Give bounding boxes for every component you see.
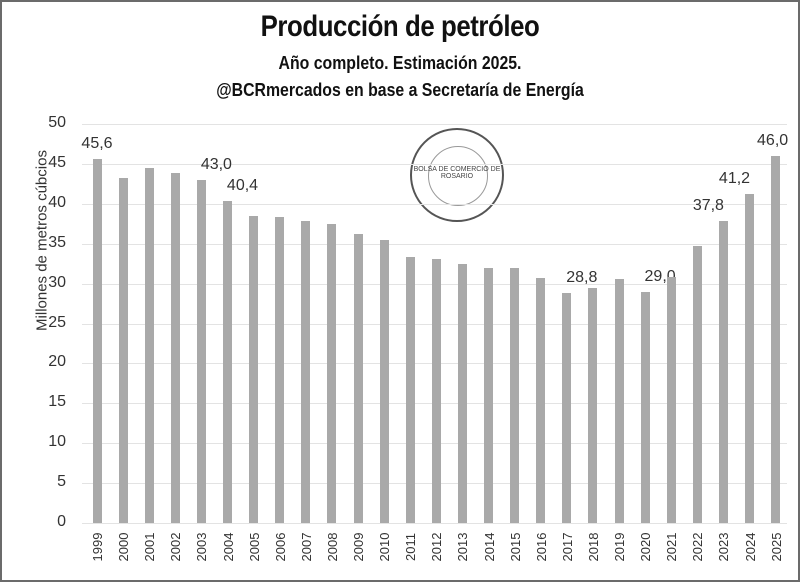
y-tick-label: 45 <box>48 153 66 171</box>
x-tick-label: 2000 <box>116 532 132 562</box>
bar-2002 <box>170 172 180 523</box>
x-tick-label: 1999 <box>90 532 105 562</box>
x-tick-label: 2024 <box>742 532 758 562</box>
bar-2001 <box>144 167 154 523</box>
bar-2000 <box>118 178 128 523</box>
x-tick-label: 2015 <box>507 532 523 562</box>
bar-2014 <box>484 267 493 523</box>
chart-title: Producción de petróleo <box>260 10 540 43</box>
x-tick-label: 2004 <box>220 532 236 562</box>
x-tick-label: 2023 <box>716 532 732 562</box>
bar-2006 <box>275 217 285 523</box>
bcr-seal-logo-icon: BOLSA DE COMERCIO DE ROSARIO <box>410 128 504 222</box>
bar-2017 <box>562 293 572 523</box>
data-label-2004: 40,4 <box>226 176 259 194</box>
x-tick-label: 2005 <box>246 532 262 562</box>
data-label-2003: 43,0 <box>200 155 232 173</box>
x-tick-label: 2008 <box>324 532 340 562</box>
bar-2010 <box>379 239 389 523</box>
gridline <box>82 163 787 165</box>
bar-2020 <box>640 291 650 523</box>
bar-2007 <box>301 220 311 523</box>
y-tick-label: 10 <box>48 433 66 451</box>
x-tick-label: 2018 <box>585 532 601 562</box>
gridline <box>82 203 787 205</box>
x-tick-label: 2010 <box>377 532 393 562</box>
bar-1999 <box>92 159 102 523</box>
bar-2022 <box>692 246 702 523</box>
bar-2023 <box>718 221 728 523</box>
bar-2018 <box>588 288 598 523</box>
x-tick-label: 2013 <box>455 532 471 562</box>
x-tick-label: 2007 <box>298 532 314 562</box>
bar-2016 <box>536 278 546 523</box>
data-label-1999: 45,6 <box>81 135 113 153</box>
gridline <box>82 523 787 524</box>
y-tick-label: 5 <box>57 473 66 491</box>
seal-inner-ring <box>428 146 488 206</box>
x-tick-label: 2002 <box>168 532 184 562</box>
bar-2005 <box>249 215 259 523</box>
bar-2025 <box>771 155 781 523</box>
data-label-2024: 41,2 <box>718 170 751 188</box>
seal-text: BOLSA DE COMERCIO DE ROSARIO <box>413 166 501 180</box>
bar-2003 <box>196 179 206 523</box>
x-tick-label: 2001 <box>142 532 158 562</box>
y-tick-label: 40 <box>48 193 66 211</box>
data-label-2023: 37,8 <box>692 197 724 215</box>
bar-2008 <box>327 223 337 523</box>
gridline <box>82 243 787 245</box>
y-tick-label: 0 <box>57 513 66 530</box>
data-label-2017: 28,8 <box>566 269 598 287</box>
x-tick-label: 2017 <box>559 532 575 562</box>
gridline <box>82 124 787 125</box>
bar-2011 <box>405 257 415 523</box>
x-tick-label: 2006 <box>272 532 288 562</box>
y-tick-label: 15 <box>48 393 66 411</box>
data-label-2020: 29,0 <box>644 267 676 285</box>
bar-2019 <box>614 278 624 523</box>
bar-2021 <box>666 277 676 523</box>
y-tick-label: 25 <box>48 313 66 331</box>
x-tick-label: 2009 <box>351 532 366 562</box>
y-tick-label: 30 <box>48 273 66 291</box>
chart-subtitle: Año completo. Estimación 2025. <box>278 53 522 73</box>
x-tick-label: 2011 <box>403 533 419 561</box>
bar-2012 <box>431 258 441 523</box>
bar-2015 <box>510 267 520 523</box>
x-tick-label: 2012 <box>429 532 445 562</box>
bar-2009 <box>353 234 363 523</box>
x-tick-label: 2022 <box>690 532 706 562</box>
data-label-2025: 46,0 <box>757 131 789 149</box>
x-tick-label: 2014 <box>481 532 497 562</box>
x-tick-label: 2020 <box>638 532 654 562</box>
x-tick-label: 2025 <box>768 532 784 562</box>
x-tick-label: 2021 <box>664 532 680 562</box>
y-tick-label: 50 <box>48 114 66 131</box>
x-tick-label: 2019 <box>612 532 627 562</box>
bar-2004 <box>223 200 232 523</box>
x-tick-label: 2003 <box>194 532 210 562</box>
bar-2024 <box>745 194 754 523</box>
y-tick-label: 20 <box>48 353 66 371</box>
x-tick-label: 2016 <box>533 532 549 562</box>
chart-source: @BCRmercados en base a Secretaría de Ene… <box>216 80 584 100</box>
bar-2013 <box>457 263 467 523</box>
y-tick-label: 35 <box>48 233 66 251</box>
